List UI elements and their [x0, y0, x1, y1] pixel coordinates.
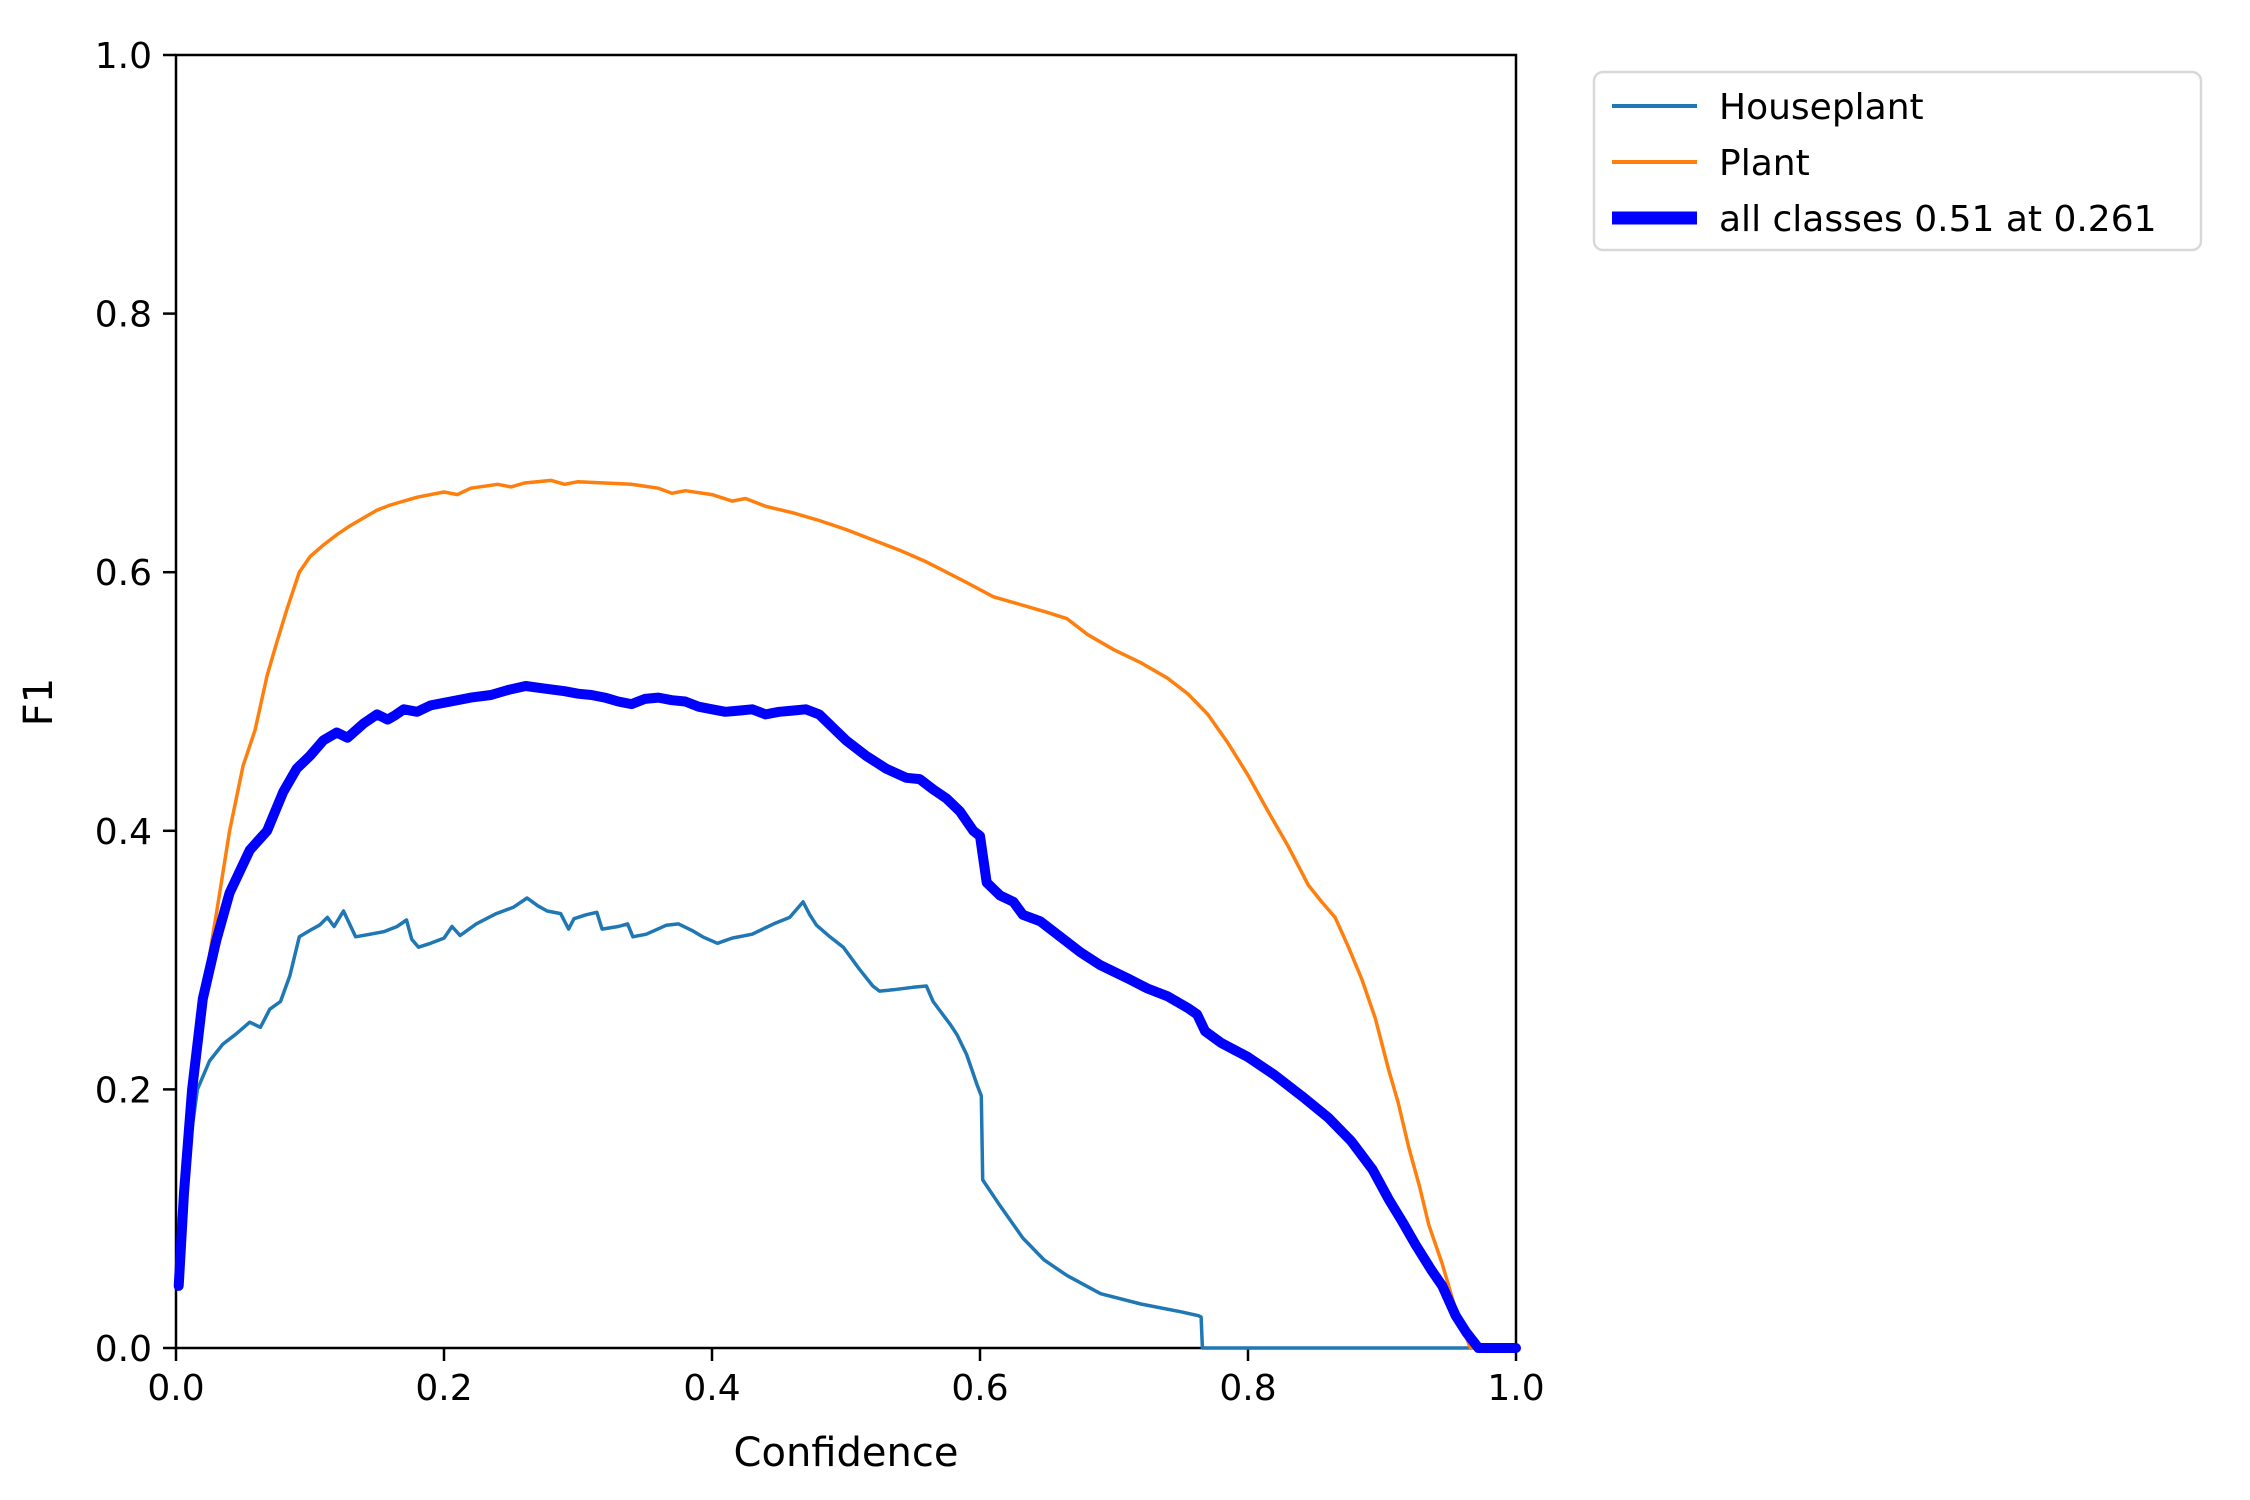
y-axis-label: F1 — [16, 678, 62, 726]
legend-label: Plant — [1719, 143, 1810, 184]
x-tick-label: 1.0 — [1487, 1368, 1544, 1409]
series-line-plant — [176, 478, 1518, 1350]
x-tick-label: 0.2 — [415, 1368, 472, 1409]
x-axis-label: Confidence — [734, 1430, 959, 1476]
legend-box — [1592, 70, 2203, 252]
series-lines — [173, 478, 1521, 1353]
legend: Houseplant Plant all classes 0.51 at 0.261 — [1592, 70, 2203, 252]
y-tick-label: 0.6 — [95, 553, 152, 594]
x-tick-label: 0.0 — [147, 1368, 204, 1409]
x-tick-label: 0.6 — [951, 1368, 1008, 1409]
legend-label: Houseplant — [1719, 87, 1924, 128]
y-tick-label: 0.8 — [95, 295, 152, 336]
axes-spines — [174, 53, 1518, 1350]
series-line-all — [173, 681, 1521, 1353]
y-tick-label: 0.0 — [95, 1329, 152, 1370]
plot-area: 0.0 0.2 0.4 0.6 0.8 1.0 0.0 0.2 0.4 0.6 0.8 1.0 — [95, 36, 1545, 1409]
series-line-houseplant — [176, 896, 1518, 1350]
y-tick-label: 0.4 — [95, 812, 152, 853]
x-tick-label: 0.4 — [683, 1368, 740, 1409]
x-tick-label: 0.8 — [1219, 1368, 1276, 1409]
legend-label: all classes 0.51 at 0.261 — [1719, 199, 2157, 240]
y-tick-label: 0.2 — [95, 1070, 152, 1111]
y-tick-label: 1.0 — [95, 36, 152, 77]
